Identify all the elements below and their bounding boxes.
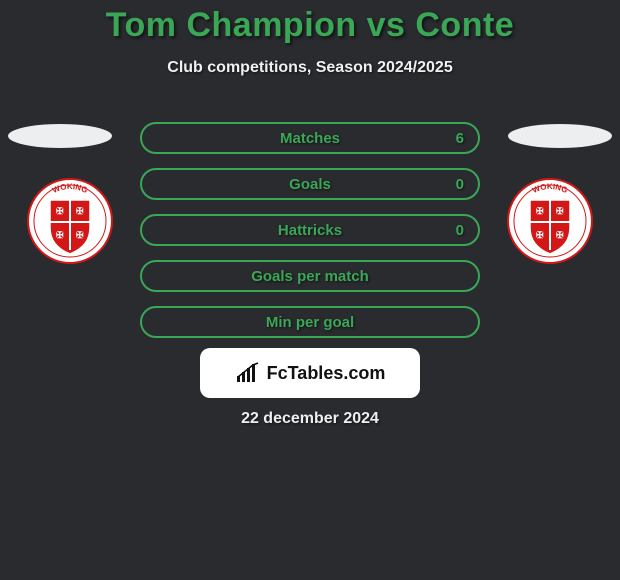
chart-icon	[235, 362, 261, 384]
stat-label: Goals	[289, 176, 331, 193]
stat-label: Hattricks	[278, 222, 342, 239]
player-left-banner	[8, 124, 112, 148]
svg-text:✠: ✠	[56, 206, 64, 216]
stat-row-min-per-goal: Min per goal	[140, 306, 480, 338]
stat-row-matches: Matches 6	[140, 122, 480, 154]
stat-row-hattricks: Hattricks 0	[140, 214, 480, 246]
stat-right-value: 0	[456, 222, 464, 239]
stat-row-goals-per-match: Goals per match	[140, 260, 480, 292]
svg-text:✠: ✠	[76, 206, 84, 216]
stats-list: Matches 6 Goals 0 Hattricks 0 Goals per …	[140, 122, 480, 352]
stat-label: Matches	[280, 130, 340, 147]
stat-right-value: 6	[456, 130, 464, 147]
date-label: 22 december 2024	[0, 410, 620, 428]
stat-row-goals: Goals 0	[140, 168, 480, 200]
club-crest-left: ✠ ✠ ✠ ✠ WOKING	[20, 178, 120, 264]
svg-text:✠: ✠	[536, 230, 544, 240]
page-title: Tom Champion vs Conte	[0, 0, 620, 45]
subtitle: Club competitions, Season 2024/2025	[0, 59, 620, 77]
svg-text:✠: ✠	[76, 230, 84, 240]
stat-label: Goals per match	[251, 268, 369, 285]
svg-text:✠: ✠	[56, 230, 64, 240]
club-crest-right: ✠ ✠ ✠ ✠ WOKING	[500, 178, 600, 264]
stat-right-value: 0	[456, 176, 464, 193]
svg-text:✠: ✠	[556, 206, 564, 216]
stat-label: Min per goal	[266, 314, 354, 331]
svg-text:✠: ✠	[556, 230, 564, 240]
footer-brand-box[interactable]: FcTables.com	[200, 348, 420, 398]
footer-brand-label: FcTables.com	[267, 363, 386, 384]
svg-text:✠: ✠	[536, 206, 544, 216]
player-right-banner	[508, 124, 612, 148]
